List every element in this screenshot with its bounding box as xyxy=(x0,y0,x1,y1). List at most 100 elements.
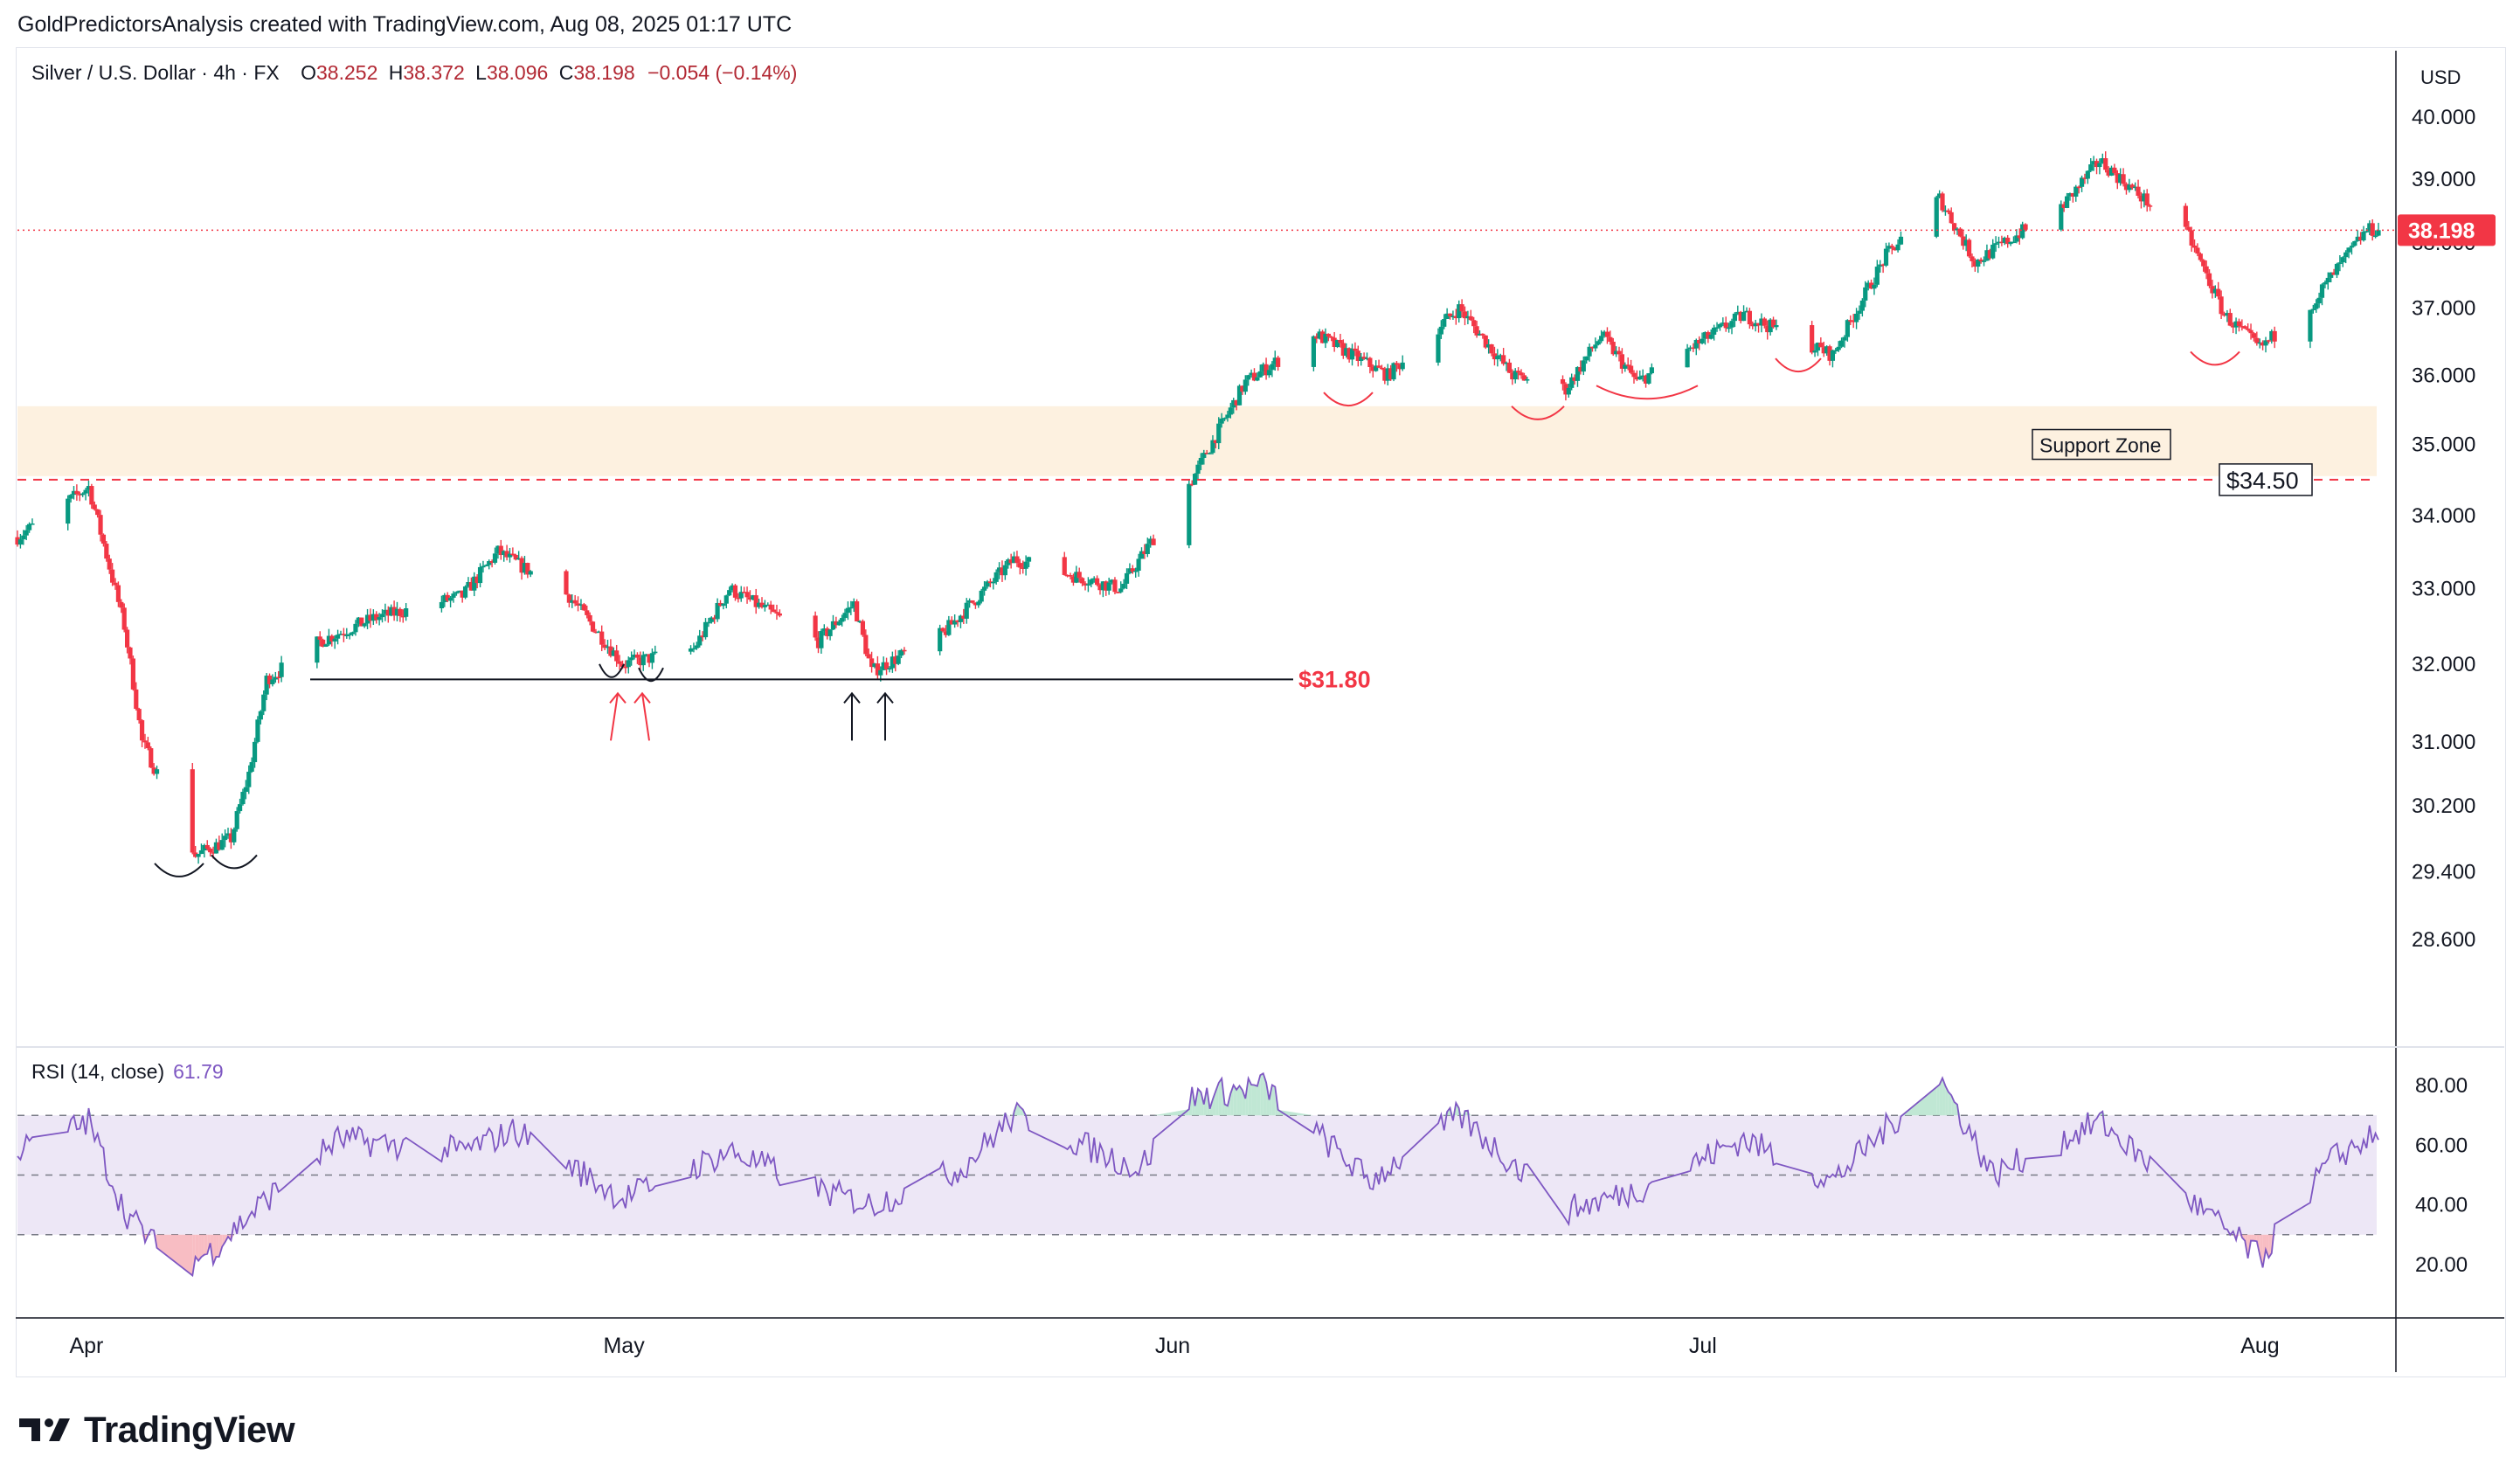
candle xyxy=(525,563,530,575)
candle xyxy=(447,597,453,601)
candle xyxy=(1732,313,1737,322)
change-value: −0.054 (−0.14%) xyxy=(647,61,798,84)
candle xyxy=(1821,347,1826,354)
candle xyxy=(611,650,616,656)
candle xyxy=(2272,330,2277,342)
candle xyxy=(1560,378,1566,385)
support-arrow xyxy=(843,691,861,741)
price-tick-label: 40.000 xyxy=(2412,106,2475,129)
candle xyxy=(519,558,524,573)
candle xyxy=(145,742,150,749)
candle xyxy=(261,694,267,711)
price-tick-label: 39.000 xyxy=(2412,168,2475,191)
candle xyxy=(344,634,350,637)
candle xyxy=(1625,364,1630,366)
candle xyxy=(1723,322,1728,329)
candle xyxy=(2014,235,2019,242)
price-tick-label: 31.000 xyxy=(2412,731,2475,754)
tradingview-logo[interactable]: TradingView xyxy=(19,1409,295,1451)
candle xyxy=(243,787,248,793)
candle xyxy=(2061,204,2067,208)
candle xyxy=(1272,357,1277,364)
candle xyxy=(364,614,370,624)
candle xyxy=(1130,568,1135,572)
time-tick-label: May xyxy=(603,1334,645,1358)
candle xyxy=(1770,319,1776,328)
candle xyxy=(949,620,954,625)
candle xyxy=(1251,372,1257,381)
candle xyxy=(1874,267,1880,285)
candle xyxy=(2308,309,2313,342)
candle xyxy=(855,601,860,621)
candle xyxy=(2246,328,2251,330)
candle xyxy=(1255,377,1260,381)
price-tick-label: 30.200 xyxy=(2412,794,2475,818)
candle xyxy=(2227,313,2233,326)
candle xyxy=(973,602,979,606)
candle xyxy=(1397,364,1402,370)
candle xyxy=(2254,337,2260,343)
candle xyxy=(1984,250,1990,261)
candle xyxy=(1501,355,1506,364)
candle xyxy=(2325,277,2330,283)
candle xyxy=(1391,363,1396,380)
low-arc-marker xyxy=(2190,350,2240,366)
candle xyxy=(2144,193,2150,206)
candle xyxy=(507,553,513,558)
candle xyxy=(1893,246,1898,251)
candle xyxy=(605,646,611,648)
candle xyxy=(1610,342,1616,355)
candle xyxy=(1634,377,1639,380)
candle xyxy=(2112,167,2117,174)
candle xyxy=(1317,331,1322,339)
candle xyxy=(1842,336,1847,341)
candle xyxy=(1364,357,1370,360)
candle xyxy=(1702,332,1708,339)
candle xyxy=(2082,177,2087,179)
candle xyxy=(439,601,445,608)
candle xyxy=(1011,556,1017,564)
candle xyxy=(326,635,332,645)
support-zone-label-box xyxy=(2032,428,2171,461)
candle xyxy=(1510,372,1515,380)
candle xyxy=(225,833,231,836)
candle xyxy=(1210,440,1215,454)
time-tick-label: Jun xyxy=(1155,1334,1190,1358)
candle xyxy=(1981,260,1987,262)
candle xyxy=(98,515,103,535)
price-tick-label: 28.600 xyxy=(2412,928,2475,952)
candle xyxy=(1887,246,1892,249)
candle xyxy=(1008,559,1014,564)
candle xyxy=(1604,331,1610,337)
candle xyxy=(715,602,720,620)
support-zone-band xyxy=(17,406,2377,476)
candle xyxy=(623,666,628,669)
candle xyxy=(1599,336,1604,342)
candle xyxy=(1219,418,1224,424)
candle xyxy=(124,629,130,648)
support-arrow xyxy=(609,691,627,741)
candle xyxy=(1513,371,1518,380)
candle xyxy=(629,657,634,661)
candle xyxy=(468,582,474,591)
candle xyxy=(1646,373,1651,384)
candle xyxy=(2225,313,2230,316)
candle xyxy=(1189,483,1194,486)
candle xyxy=(487,561,492,565)
candle xyxy=(1074,572,1079,583)
candle xyxy=(991,581,996,584)
candle xyxy=(1963,239,1969,246)
candle xyxy=(321,639,326,647)
candle xyxy=(1334,340,1340,347)
candle xyxy=(1400,362,1405,370)
rsi-overbought-fill xyxy=(1153,1109,1189,1116)
rsi-overbought-fill xyxy=(1942,1078,1946,1116)
rsi-overbought-fill xyxy=(1198,1088,1201,1116)
candle xyxy=(1344,348,1349,356)
candle xyxy=(100,534,107,544)
candle xyxy=(1118,588,1124,593)
candle xyxy=(1139,551,1145,559)
candle xyxy=(883,662,890,669)
price-tick-label: 33.000 xyxy=(2412,578,2475,601)
